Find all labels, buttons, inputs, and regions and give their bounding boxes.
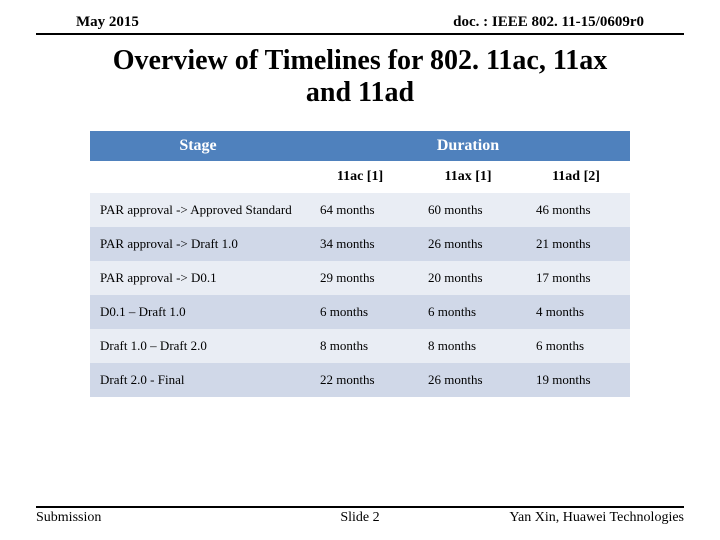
- table-row: Draft 2.0 - Final22 months26 months19 mo…: [90, 363, 630, 397]
- timeline-table: Stage Duration 11ac [1] 11ax [1] 11ad [2…: [90, 131, 630, 397]
- duration-cell: 17 months: [522, 261, 630, 295]
- duration-cell: 60 months: [414, 193, 522, 227]
- footer-center: Slide 2: [340, 510, 379, 526]
- stage-cell: D0.1 – Draft 1.0: [90, 295, 306, 329]
- table-row: PAR approval -> Approved Standard64 mont…: [90, 193, 630, 227]
- duration-cell: 26 months: [414, 363, 522, 397]
- duration-cell: 19 months: [522, 363, 630, 397]
- duration-cell: 46 months: [522, 193, 630, 227]
- title-line-2: and 11ad: [40, 77, 680, 109]
- table-header-row-2: 11ac [1] 11ax [1] 11ad [2]: [90, 161, 630, 193]
- footer-right: Yan Xin, Huawei Technologies: [509, 510, 684, 526]
- stage-cell: PAR approval -> Approved Standard: [90, 193, 306, 227]
- col-duration-header: Duration: [306, 131, 630, 161]
- page-title: Overview of Timelines for 802. 11ac, 11a…: [40, 45, 680, 109]
- duration-cell: 6 months: [522, 329, 630, 363]
- duration-cell: 64 months: [306, 193, 414, 227]
- stage-cell: PAR approval -> Draft 1.0: [90, 227, 306, 261]
- duration-cell: 26 months: [414, 227, 522, 261]
- duration-cell: 6 months: [414, 295, 522, 329]
- footer-left: Submission: [36, 510, 101, 526]
- duration-cell: 21 months: [522, 227, 630, 261]
- duration-cell: 4 months: [522, 295, 630, 329]
- duration-cell: 6 months: [306, 295, 414, 329]
- col-11ac-header: 11ac [1]: [306, 161, 414, 193]
- table-row: Draft 1.0 – Draft 2.08 months8 months6 m…: [90, 329, 630, 363]
- duration-cell: 8 months: [414, 329, 522, 363]
- stage-cell: Draft 2.0 - Final: [90, 363, 306, 397]
- table-row: D0.1 – Draft 1.06 months6 months4 months: [90, 295, 630, 329]
- timeline-table-wrap: Stage Duration 11ac [1] 11ax [1] 11ad [2…: [90, 131, 630, 397]
- stage-cell: Draft 1.0 – Draft 2.0: [90, 329, 306, 363]
- duration-cell: 8 months: [306, 329, 414, 363]
- col-11ax-header: 11ax [1]: [414, 161, 522, 193]
- header-bar: May 2015 doc. : IEEE 802. 11-15/0609r0: [36, 0, 684, 35]
- stage-cell: PAR approval -> D0.1: [90, 261, 306, 295]
- duration-cell: 20 months: [414, 261, 522, 295]
- duration-cell: 29 months: [306, 261, 414, 295]
- table-header-row-1: Stage Duration: [90, 131, 630, 161]
- col-stage-header: Stage: [90, 131, 306, 161]
- table-row: PAR approval -> Draft 1.034 months26 mon…: [90, 227, 630, 261]
- col-11ad-header: 11ad [2]: [522, 161, 630, 193]
- table-body: PAR approval -> Approved Standard64 mont…: [90, 193, 630, 397]
- header-date: May 2015: [76, 14, 139, 31]
- header-docref: doc. : IEEE 802. 11-15/0609r0: [453, 14, 644, 31]
- duration-cell: 34 months: [306, 227, 414, 261]
- col-stage-subhead-blank: [90, 161, 306, 193]
- title-line-1: Overview of Timelines for 802. 11ac, 11a…: [40, 45, 680, 77]
- footer-bar: Submission Slide 2 Yan Xin, Huawei Techn…: [36, 506, 684, 526]
- duration-cell: 22 months: [306, 363, 414, 397]
- table-row: PAR approval -> D0.129 months20 months17…: [90, 261, 630, 295]
